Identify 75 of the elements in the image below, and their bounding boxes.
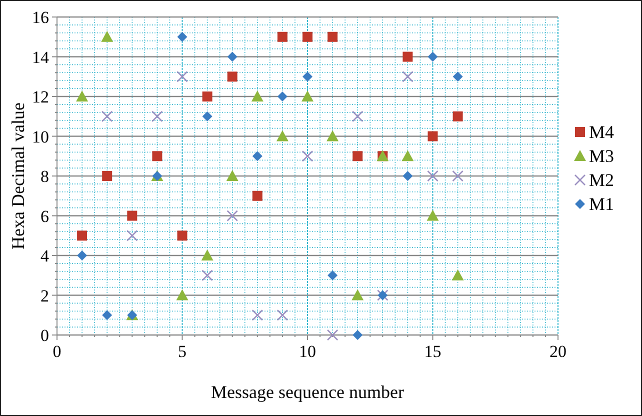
point	[276, 309, 288, 321]
point	[276, 130, 288, 142]
point	[302, 90, 314, 102]
y-tick-label: 2	[40, 286, 49, 306]
point	[76, 90, 88, 102]
y-tick-label: 0	[40, 326, 49, 345]
point	[101, 30, 114, 42]
point	[77, 230, 88, 241]
point	[176, 289, 188, 300]
legend-label: M1	[589, 194, 614, 214]
point	[302, 72, 312, 82]
y-tick-label: 6	[40, 206, 49, 226]
legend-label: M4	[589, 122, 614, 142]
point	[352, 151, 363, 162]
point	[152, 151, 162, 162]
point	[227, 52, 238, 62]
y-tick-label: 12	[32, 88, 49, 106]
point	[428, 131, 438, 142]
point	[326, 130, 339, 142]
point	[177, 32, 188, 42]
legend-label: M3	[589, 146, 614, 166]
x-axis-title: Message sequence number	[211, 382, 404, 402]
point	[177, 230, 188, 241]
point	[102, 171, 112, 181]
point	[452, 269, 464, 280]
point	[201, 250, 214, 260]
x-tick-label: 15	[424, 342, 442, 361]
point	[326, 329, 338, 341]
point	[202, 92, 212, 102]
point	[102, 310, 112, 320]
y-tick-label: 8	[40, 167, 49, 186]
point	[302, 32, 312, 42]
y-tick-label: 4	[40, 246, 50, 266]
point	[352, 330, 363, 340]
point	[426, 210, 439, 221]
legend-label: M2	[589, 170, 614, 190]
point	[452, 170, 464, 182]
y-tick-label: 14	[32, 48, 50, 67]
point	[202, 111, 212, 122]
point	[328, 270, 338, 280]
point	[252, 309, 264, 321]
point	[101, 110, 113, 122]
point	[277, 92, 288, 102]
point	[202, 270, 213, 282]
point	[252, 151, 262, 162]
point	[328, 32, 338, 42]
x-tick-label: 0	[52, 342, 62, 361]
point	[452, 72, 463, 82]
y-axis-title: Hexa Decimal value	[8, 102, 28, 250]
point	[176, 70, 188, 82]
point	[251, 90, 264, 102]
point	[252, 190, 262, 201]
point	[352, 110, 364, 122]
point	[402, 171, 413, 181]
x-tick-label: 10	[299, 342, 316, 361]
point	[77, 250, 88, 260]
point	[402, 150, 414, 162]
point	[428, 52, 438, 62]
x-tick-label: 20	[550, 342, 566, 361]
point	[402, 52, 413, 62]
point	[127, 210, 138, 221]
point	[152, 110, 163, 122]
point	[302, 150, 314, 162]
point	[427, 170, 438, 182]
point	[226, 210, 238, 222]
x-tick-label: 5	[178, 342, 186, 361]
point	[452, 111, 463, 122]
y-tick-label: 16	[32, 8, 49, 27]
point	[352, 289, 364, 300]
point	[277, 32, 288, 42]
point	[226, 170, 238, 181]
point	[227, 72, 238, 82]
point	[402, 70, 414, 82]
point	[126, 230, 138, 242]
y-tick-label: 10	[32, 127, 49, 146]
